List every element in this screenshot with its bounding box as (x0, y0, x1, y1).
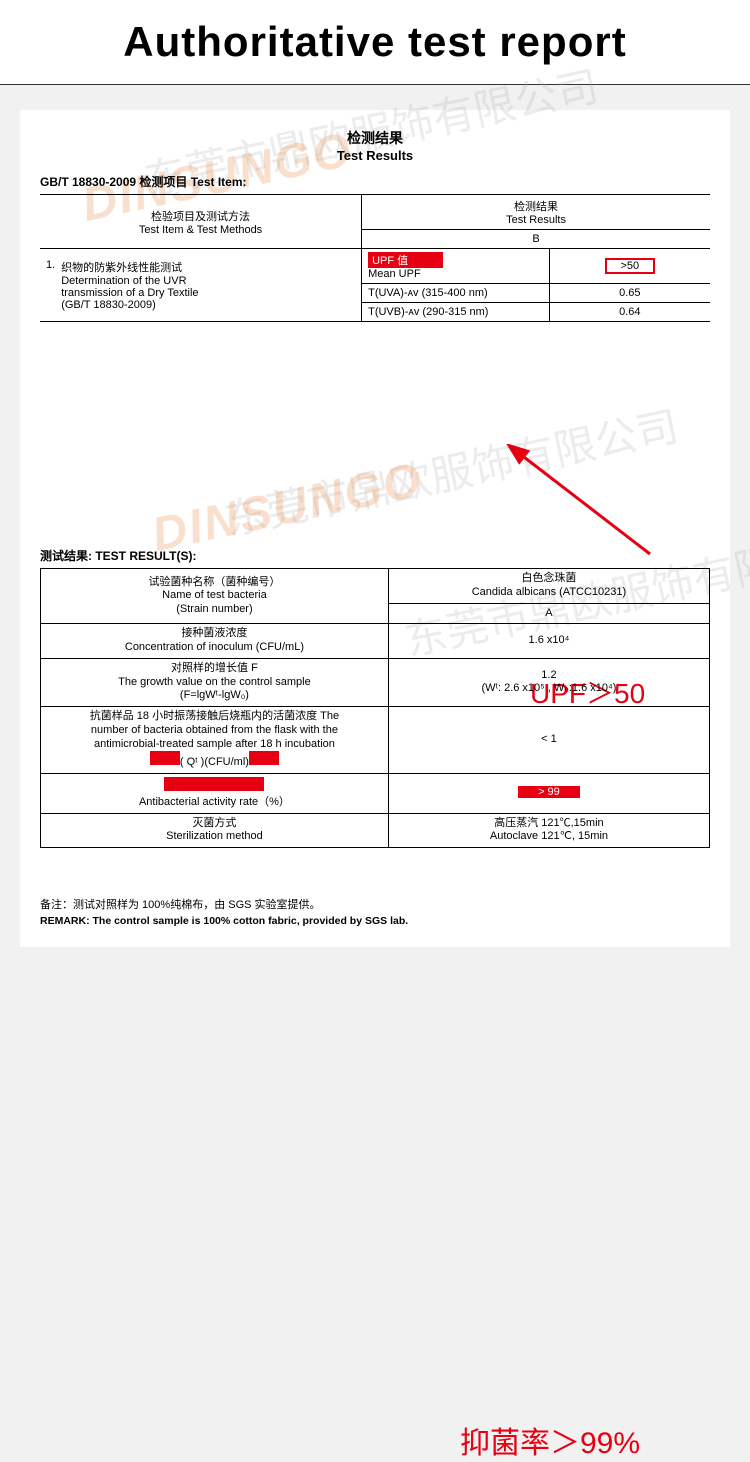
callout-antibacterial: 抑菌率＞99% (460, 1418, 750, 1462)
remark-en: REMARK: The control sample is 100% cotto… (40, 915, 408, 927)
r6-val1: 高压蒸汽 121℃,15min (395, 817, 703, 831)
t1-item-en2: transmission of a Dry Textile (61, 287, 198, 299)
r6-cn: 灭菌方式 (47, 817, 382, 831)
r1-val-en: Candida albicans (ATCC10231) (395, 586, 703, 600)
t1-h1-cn: 检验项目及测试方法 (46, 208, 355, 224)
r1-en1: Name of test bacteria (47, 589, 382, 603)
page-title: Authoritative test report (123, 18, 626, 66)
r4-en1: number of bacteria obtained from the fla… (47, 724, 382, 738)
section1-title: 检测结果 Test Results (40, 128, 710, 163)
r3-en1: The growth value on the control sample (47, 676, 382, 690)
r1-en2: (Strain number) (47, 603, 382, 617)
r3-val2: (Wᵗ: 2.6 x10⁵ , W₀:1.6 x10⁴) (395, 682, 703, 696)
t1-sample: B (362, 230, 710, 249)
section2-label: 测试结果: TEST RESULT(S): (40, 547, 710, 564)
t1-h1-en: Test Item & Test Methods (46, 224, 355, 236)
r2-val: 1.6 x10⁴ (388, 624, 709, 659)
upf-label-cn-highlight: UPF 值 (368, 252, 443, 268)
r6-en: Sterilization method (47, 830, 382, 844)
r4-en3: ( Qᵗ )(CFU/ml) (180, 756, 249, 768)
r3-en2: (F=lgWᵗ-lgW₀) (47, 689, 382, 703)
table-antibacterial: 试验菌种名称（菌种编号） Name of test bacteria (Stra… (40, 568, 710, 848)
upf-label-en: Mean UPF (368, 268, 421, 280)
r6-val2: Autoclave 121℃, 15min (395, 830, 703, 844)
upf-value-box: >50 (605, 258, 656, 274)
r3-val1: 1.2 (395, 669, 703, 683)
r1-sample: A (388, 603, 709, 624)
t1-item-en3: (GB/T 18830-2009) (61, 299, 198, 311)
t1-item-cn: 织物的防紫外线性能测试 (61, 259, 198, 275)
r4-en2: antimicrobial-treated sample after 18 h … (47, 738, 382, 752)
t1-h2-cn: 检测结果 (368, 198, 704, 214)
r5-en: Antibacterial activity rate（%） (47, 796, 382, 810)
t1-rowno: 1. (46, 259, 55, 311)
tuva-val: 0.65 (549, 284, 710, 303)
r2-en: Concentration of inoculum (CFU/mL) (47, 641, 382, 655)
r3-cn: 对照样的增长值 F (47, 662, 382, 676)
section1-title-en: Test Results (40, 148, 710, 163)
header-bar: Authoritative test report (0, 0, 750, 85)
tuva-label: T(UVA)-ᴀᴠ (315-400 nm) (362, 284, 550, 303)
test-item-label: GB/T 18830-2009 检测项目 Test Item: (40, 173, 710, 190)
table-upf: 检验项目及测试方法 Test Item & Test Methods 检测结果 … (40, 194, 710, 322)
r4-val: < 1 (388, 707, 709, 774)
r1-val-cn: 白色念珠菌 (395, 572, 703, 586)
r1-cn: 试验菌种名称（菌种编号） (47, 576, 382, 590)
remark-cn: 备注：测试对照样为 100%纯棉布，由 SGS 实验室提供。 (40, 898, 710, 913)
r4-cn: 抗菌样品 18 小时振荡接触后烧瓶内的活菌浓度 The (47, 710, 382, 724)
r5-val: > 99 (518, 786, 580, 798)
t1-item-en1: Determination of the UVR (61, 275, 198, 287)
tuvb-label: T(UVB)-ᴀᴠ (290-315 nm) (362, 303, 550, 322)
tuvb-val: 0.64 (549, 303, 710, 322)
document-body: 东莞市鼎欧服饰有限公司 DINSUNGO 东莞市鼎欧服饰有限公司 DINSUNG… (20, 110, 730, 947)
r2-cn: 接种菌液浓度 (47, 627, 382, 641)
section1-title-cn: 检测结果 (40, 128, 710, 148)
r5-highlight (164, 777, 264, 791)
t1-h2-en: Test Results (368, 214, 704, 226)
